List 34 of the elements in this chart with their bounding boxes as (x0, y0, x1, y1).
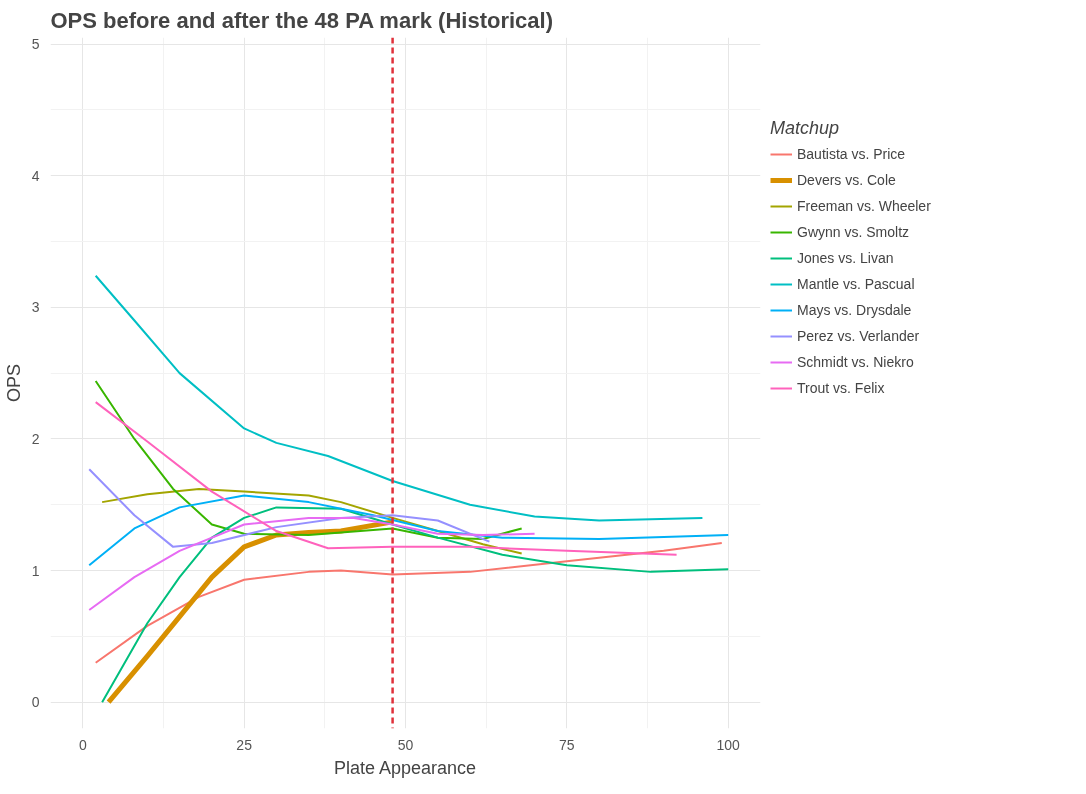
legend-label: Devers vs. Cole (797, 172, 896, 188)
legend-label: Gwynn vs. Smoltz (797, 224, 910, 240)
y-tick-label: 5 (31, 36, 40, 53)
y-tick-label: 2 (31, 430, 40, 447)
line-series (88, 494, 730, 567)
x-tick-label: 100 (716, 736, 741, 753)
line-series (94, 401, 678, 556)
x-axis-title: Plate Appearance (333, 757, 477, 778)
line-series (101, 487, 523, 555)
line-series (94, 380, 523, 540)
legend-title: Matchup (770, 118, 841, 139)
y-tick-label: 4 (31, 167, 40, 184)
y-tick-label: 1 (31, 562, 40, 579)
y-tick-label: 0 (31, 694, 40, 711)
y-tick-label: 3 (31, 299, 40, 316)
line-series (94, 274, 704, 522)
legend-label: Mays vs. Drysdale (797, 302, 912, 318)
x-tick-label: 25 (236, 736, 253, 753)
legend-label: Perez vs. Verlander (797, 328, 920, 344)
line-series (94, 541, 723, 664)
chart-title: OPS before and after the 48 PA mark (Historical) (50, 7, 553, 33)
line-series (88, 516, 536, 612)
legend-label: Bautista vs. Price (797, 146, 906, 162)
legend-label: Freeman vs. Wheeler (797, 198, 931, 214)
legend-label: Mantle vs. Pascual (797, 276, 915, 292)
legend-label: Schmidt vs. Niekro (797, 354, 914, 370)
y-axis-title: OPS (3, 363, 24, 403)
line-series (88, 468, 491, 548)
x-tick-label: 75 (559, 736, 575, 753)
legend-label: Trout vs. Felix (797, 380, 885, 396)
line-series (101, 506, 730, 704)
x-tick-label: 0 (78, 736, 87, 753)
legend-label: Jones vs. Livan (797, 250, 894, 266)
x-tick-label: 50 (397, 736, 414, 753)
